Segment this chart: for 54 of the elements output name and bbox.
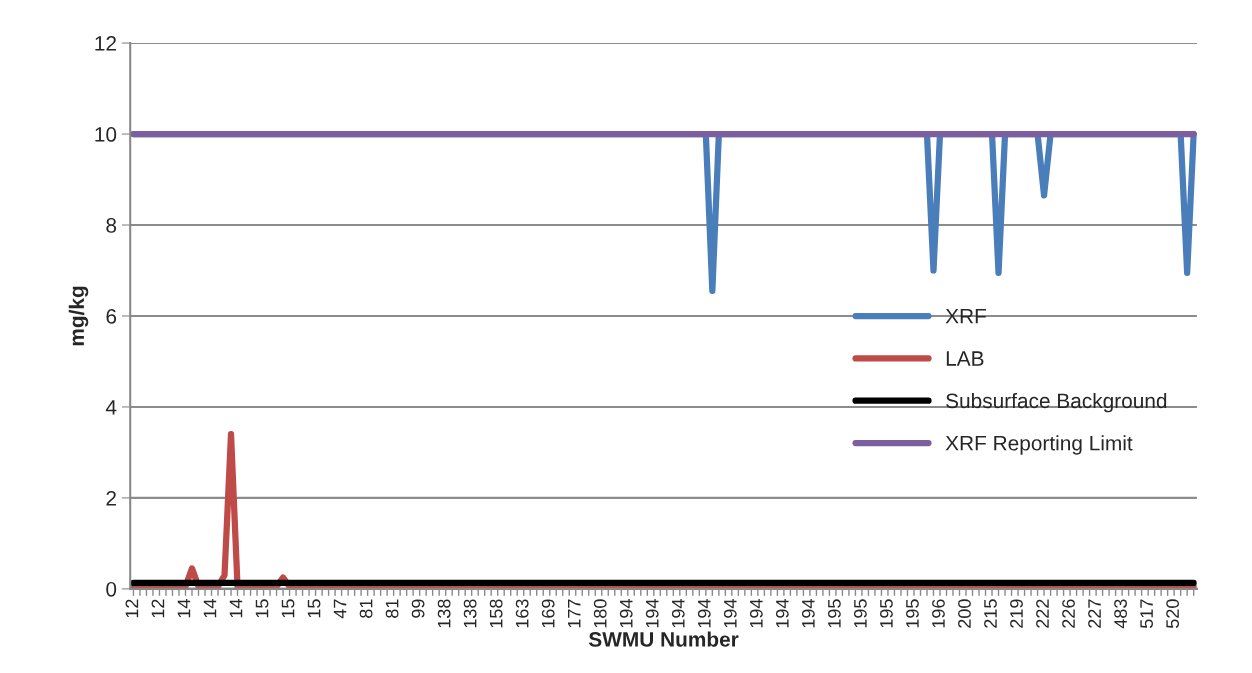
x-tick-label: 12: [151, 599, 165, 618]
x-tick-label: 12: [125, 599, 139, 618]
x-tick-label: 219: [1010, 599, 1023, 628]
y-tick-label: 12: [95, 36, 116, 51]
x-tick-label: 194: [723, 599, 737, 628]
x-tick-label: 14: [177, 599, 191, 618]
x-tick-label: 226: [1062, 599, 1075, 628]
x-tick-label: 47: [333, 599, 347, 619]
x-tick-label: 163: [515, 599, 529, 628]
x-tick-label: 169: [541, 599, 555, 628]
x-tick-label: 14: [203, 599, 217, 618]
x-tick-label: 483: [1114, 599, 1127, 629]
y-tick-label: 2: [106, 490, 116, 506]
y-tick-label: 8: [106, 218, 117, 233]
x-tick-label: 194: [697, 599, 711, 628]
x-tick-label: 195: [827, 599, 841, 628]
x-tick-label: 99: [411, 599, 425, 618]
x-tick-label: 138: [437, 599, 451, 628]
x-tick-label: 81: [385, 599, 399, 618]
x-tick-label: 194: [775, 599, 789, 628]
x-tick-label: 195: [880, 599, 893, 628]
x-tick-label: 180: [593, 599, 607, 628]
x-tick-label: 14: [229, 599, 243, 618]
legend-label: LAB: [946, 351, 984, 366]
x-tick-label: 15: [307, 599, 321, 618]
y-tick-label: 6: [106, 308, 117, 324]
x-tick-label: 200: [958, 599, 971, 628]
x-tick-label: 227: [1088, 599, 1101, 628]
x-tick-label: 158: [489, 599, 503, 628]
x-tick-label: 195: [906, 599, 919, 628]
x-tick-label: 517: [1140, 599, 1153, 628]
y-tick-label: 10: [95, 127, 117, 142]
x-tick-label: 195: [854, 599, 867, 628]
x-tick-label: 196: [932, 599, 945, 628]
x-tick-label: 194: [619, 599, 633, 628]
x-tick-label: 138: [463, 599, 477, 628]
y-tick-label: 4: [105, 400, 117, 415]
x-tick-label: 194: [671, 599, 685, 628]
legend-label: XRF Reporting Limit: [945, 435, 1133, 455]
x-tick-label: 15: [255, 599, 269, 618]
legend-label: Subsurface Background: [946, 392, 1167, 413]
legend-label: XRF: [945, 309, 986, 324]
x-axis-title: SWMU Number: [588, 631, 739, 647]
x-tick-label: 15: [281, 599, 295, 618]
x-tick-label: 194: [645, 599, 659, 628]
x-tick-label: 177: [568, 599, 581, 628]
x-tick-label: 81: [359, 599, 373, 618]
x-tick-label: 194: [801, 599, 815, 628]
x-tick-label: 520: [1166, 599, 1179, 628]
y-axis-title: mg/kg: [68, 286, 89, 346]
y-tick-label: 0: [106, 581, 117, 597]
x-tick-label: 194: [749, 599, 763, 628]
x-tick-label: 215: [984, 599, 997, 628]
x-tick-label: 222: [1036, 599, 1049, 628]
